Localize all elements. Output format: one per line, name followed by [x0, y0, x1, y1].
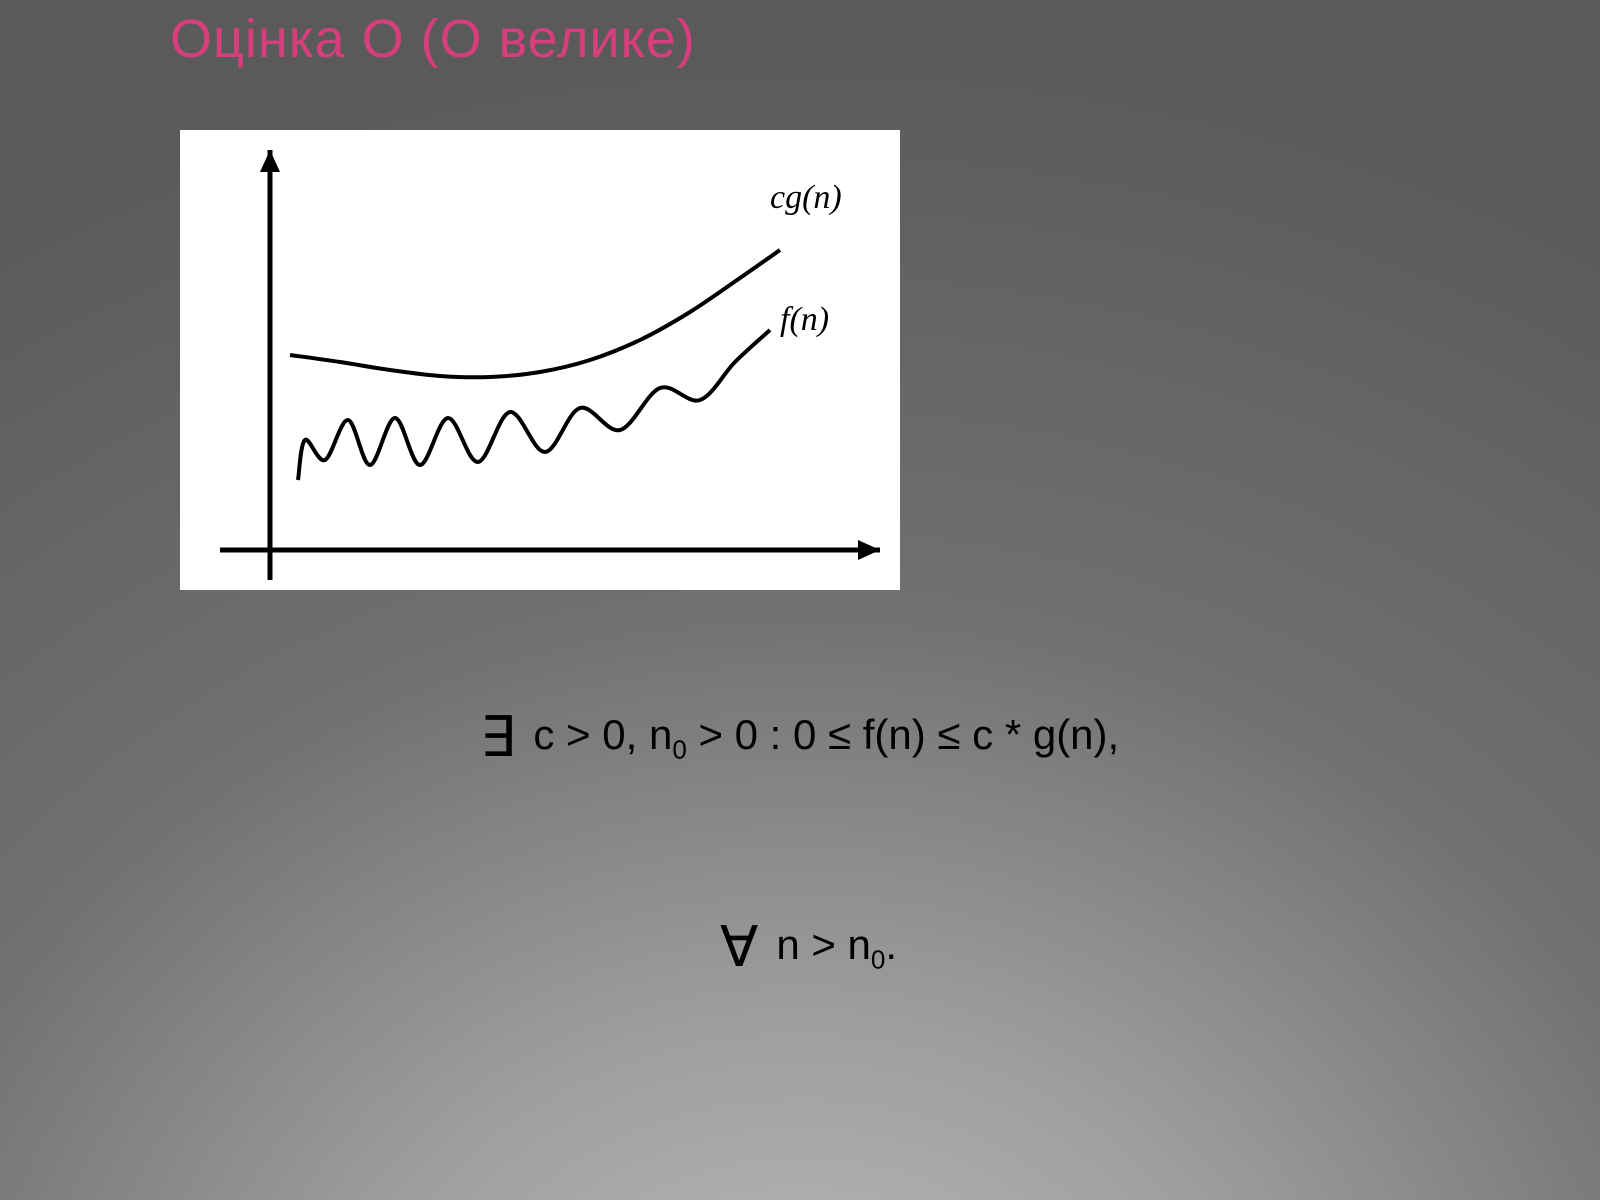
slide-title: Оцінка О (О велике) [170, 8, 696, 70]
formula-2-text: n > n0. [776, 921, 897, 975]
chart-svg: cg(n) f(n) [180, 130, 900, 590]
curve-f [298, 330, 770, 480]
formula-1-text: c > 0, n0 > 0 : 0 ≤ f(n) ≤ c * g(n), [533, 711, 1119, 765]
formula-line-1: ∃ c > 0, n0 > 0 : 0 ≤ f(n) ≤ c * g(n), [480, 710, 1119, 766]
exists-symbol-icon: ∃ [480, 710, 515, 766]
forall-symbol-icon: ∀ [720, 920, 758, 976]
curve-cg [290, 250, 780, 377]
curve-cg-label: cg(n) [770, 179, 842, 216]
y-axis-arrow-icon [260, 150, 280, 172]
bigO-chart: cg(n) f(n) [180, 130, 900, 590]
slide: Оцінка О (О велике) cg(n) f(n) ∃ c > 0, … [0, 0, 1600, 1200]
formula-line-2: ∀ n > n0. [720, 920, 897, 976]
curve-f-label: f(n) [780, 301, 829, 338]
x-axis-arrow-icon [858, 540, 880, 560]
